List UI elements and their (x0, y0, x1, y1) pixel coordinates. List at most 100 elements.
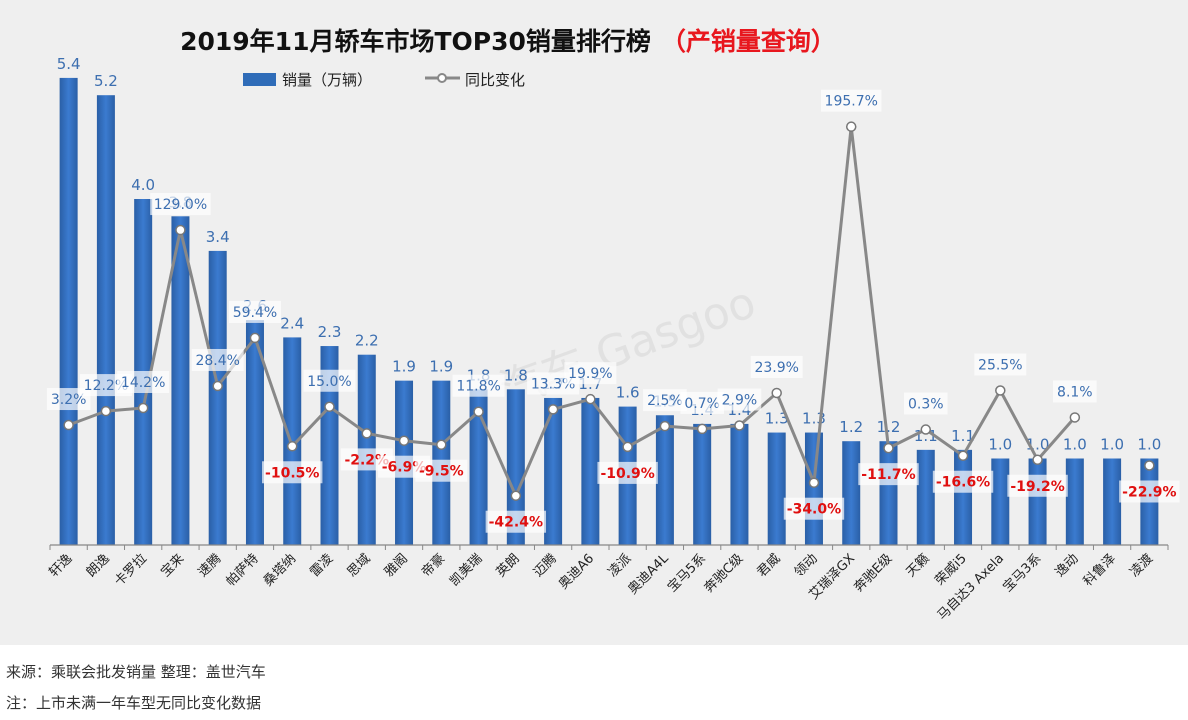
yoy-label-26: 25.5% (978, 357, 1022, 373)
sales-bar-8 (320, 346, 339, 545)
sales-value-label-2: 5.2 (94, 72, 118, 90)
yoy-label-24: 0.3% (908, 397, 944, 413)
yoy-label-bg-27 (1007, 474, 1068, 497)
sales-bar-19 (730, 423, 749, 545)
yoy-label-9: -2.2% (344, 452, 389, 468)
yoy-label-27: -19.2% (1010, 479, 1064, 495)
yoy-label-bg-28 (1053, 380, 1097, 403)
yoy-label-bg-16 (597, 461, 658, 484)
yoy-label-30: -22.9% (1122, 484, 1176, 500)
yoy-label-11: -9.5% (419, 464, 464, 480)
category-label-6: 帕萨特 (224, 551, 262, 589)
legend: 销量（万辆） 同比变化 (243, 71, 525, 89)
sales-value-label-10: 1.9 (392, 358, 416, 376)
sales-value-label-8: 2.3 (318, 323, 342, 341)
yoy-point-17 (659, 420, 671, 432)
sales-value-label-26: 1.0 (988, 436, 1012, 454)
yoy-point-9 (361, 428, 373, 439)
sales-value-label-5: 3.4 (206, 228, 230, 246)
yoy-label-10: -6.9% (382, 460, 427, 476)
category-label-15: 奥迪A6 (556, 551, 597, 592)
category-label-10: 雅阁 (382, 551, 411, 580)
sales-ranking-chart: 2019年11月轿车市场TOP30销量排行榜 （产销量查询） 销量（万辆） 同比变… (46, 27, 1180, 623)
yoy-label-8: 15.0% (307, 374, 351, 390)
sales-value-label-20: 1.3 (765, 410, 789, 428)
yoy-point-12 (473, 406, 484, 417)
yoy-point-7 (286, 441, 298, 452)
yoy-point-18 (696, 423, 708, 435)
yoy-label-20: 23.9% (754, 360, 798, 376)
yoy-point-14 (547, 404, 559, 415)
yoy-point-8 (324, 401, 335, 412)
sales-bar-17 (655, 415, 674, 545)
yoy-label-7: -10.5% (265, 465, 319, 481)
sales-bar-29 (1103, 458, 1122, 545)
yoy-point-1 (63, 419, 74, 431)
yoy-label-bg-12 (452, 374, 505, 397)
sales-bar-6 (245, 320, 264, 545)
sales-bar-20 (767, 432, 786, 545)
yoy-label-bg-30 (1119, 480, 1180, 503)
yoy-point-21 (808, 477, 820, 488)
yoy-point-28 (1069, 412, 1081, 423)
yoy-point-6 (249, 332, 261, 344)
yoy-label-bg-5 (191, 348, 244, 371)
yoy-label-14: 13.3% (531, 376, 575, 392)
yoy-label-bg-1 (46, 388, 91, 411)
yoy-label-bg-17 (643, 389, 687, 412)
yoy-label-3: 14.2% (121, 375, 165, 391)
yoy-point-22 (845, 121, 857, 132)
sales-value-label-27: 1.0 (1026, 436, 1050, 454)
category-label-7: 桑塔纳 (261, 551, 299, 589)
yoy-label-bg-15 (564, 362, 617, 385)
category-label-27: 宝马3系 (1000, 551, 1044, 595)
yoy-label-bg-25 (932, 470, 994, 493)
sales-bar-13 (506, 389, 525, 545)
sales-bar-15 (581, 397, 600, 545)
sales-bar-24 (916, 449, 935, 545)
category-label-21: 领动 (792, 551, 821, 580)
yoy-label-15: 19.9% (568, 366, 612, 382)
yoy-label-bg-22 (821, 89, 882, 112)
sales-bar-12 (469, 389, 488, 545)
source-note: 来源：乘联会批发销量 整理：盖世汽车 (6, 663, 266, 681)
chart-panel: 2019年11月轿车市场TOP30销量排行榜 （产销量查询） 销量（万辆） 同比变… (0, 0, 1188, 645)
sales-bar-26 (991, 458, 1010, 545)
chart-title-main: 2019年11月轿车市场TOP30销量排行榜 (180, 27, 651, 56)
yoy-point-3 (137, 402, 149, 414)
chart-title: 2019年11月轿车市场TOP30销量排行榜 （产销量查询） (180, 27, 836, 56)
yoy-label-1: 3.2% (51, 392, 87, 408)
sales-value-label-13: 1.8 (504, 366, 528, 384)
category-label-8: 雷凌 (307, 551, 336, 580)
sales-bar-27 (1028, 458, 1047, 545)
category-label-14: 迈腾 (530, 551, 560, 581)
yoy-label-19: 2.9% (722, 393, 758, 409)
yoy-label-16: -10.9% (600, 466, 654, 482)
yoy-point-4 (175, 224, 186, 236)
category-label-4: 宝来 (158, 551, 187, 580)
sales-bar-4 (171, 216, 190, 546)
legend-line-label: 同比变化 (465, 71, 525, 89)
category-label-3: 卡罗拉 (112, 551, 150, 589)
yoy-label-18: 0.7% (684, 396, 720, 412)
yoy-point-10 (398, 435, 410, 446)
yoy-label-23: -11.7% (861, 467, 915, 483)
yoy-label-bg-13 (485, 510, 547, 533)
yoy-label-bg-23 (858, 463, 919, 486)
category-label-17: 奥迪A4L (625, 551, 672, 598)
sales-value-label-7: 2.4 (280, 314, 304, 332)
yoy-label-bg-19 (717, 388, 762, 411)
yoy-label-25: -16.6% (936, 475, 990, 491)
category-label-30: 凌渡 (1126, 551, 1156, 581)
sales-value-label-22: 1.2 (839, 418, 863, 436)
sales-bar-21 (804, 432, 823, 545)
category-label-23: 奔驰E级 (851, 551, 895, 595)
yoy-label-6: 59.4% (233, 305, 277, 321)
yoy-point-20 (771, 387, 782, 399)
sales-value-label-16: 1.6 (616, 384, 640, 402)
yoy-label-bg-7 (262, 461, 323, 484)
category-label-12: 凯美瑞 (447, 551, 485, 589)
yoy-point-25 (957, 450, 969, 461)
sales-value-label-9: 2.2 (355, 332, 379, 350)
yoy-label-bg-4 (150, 193, 211, 216)
